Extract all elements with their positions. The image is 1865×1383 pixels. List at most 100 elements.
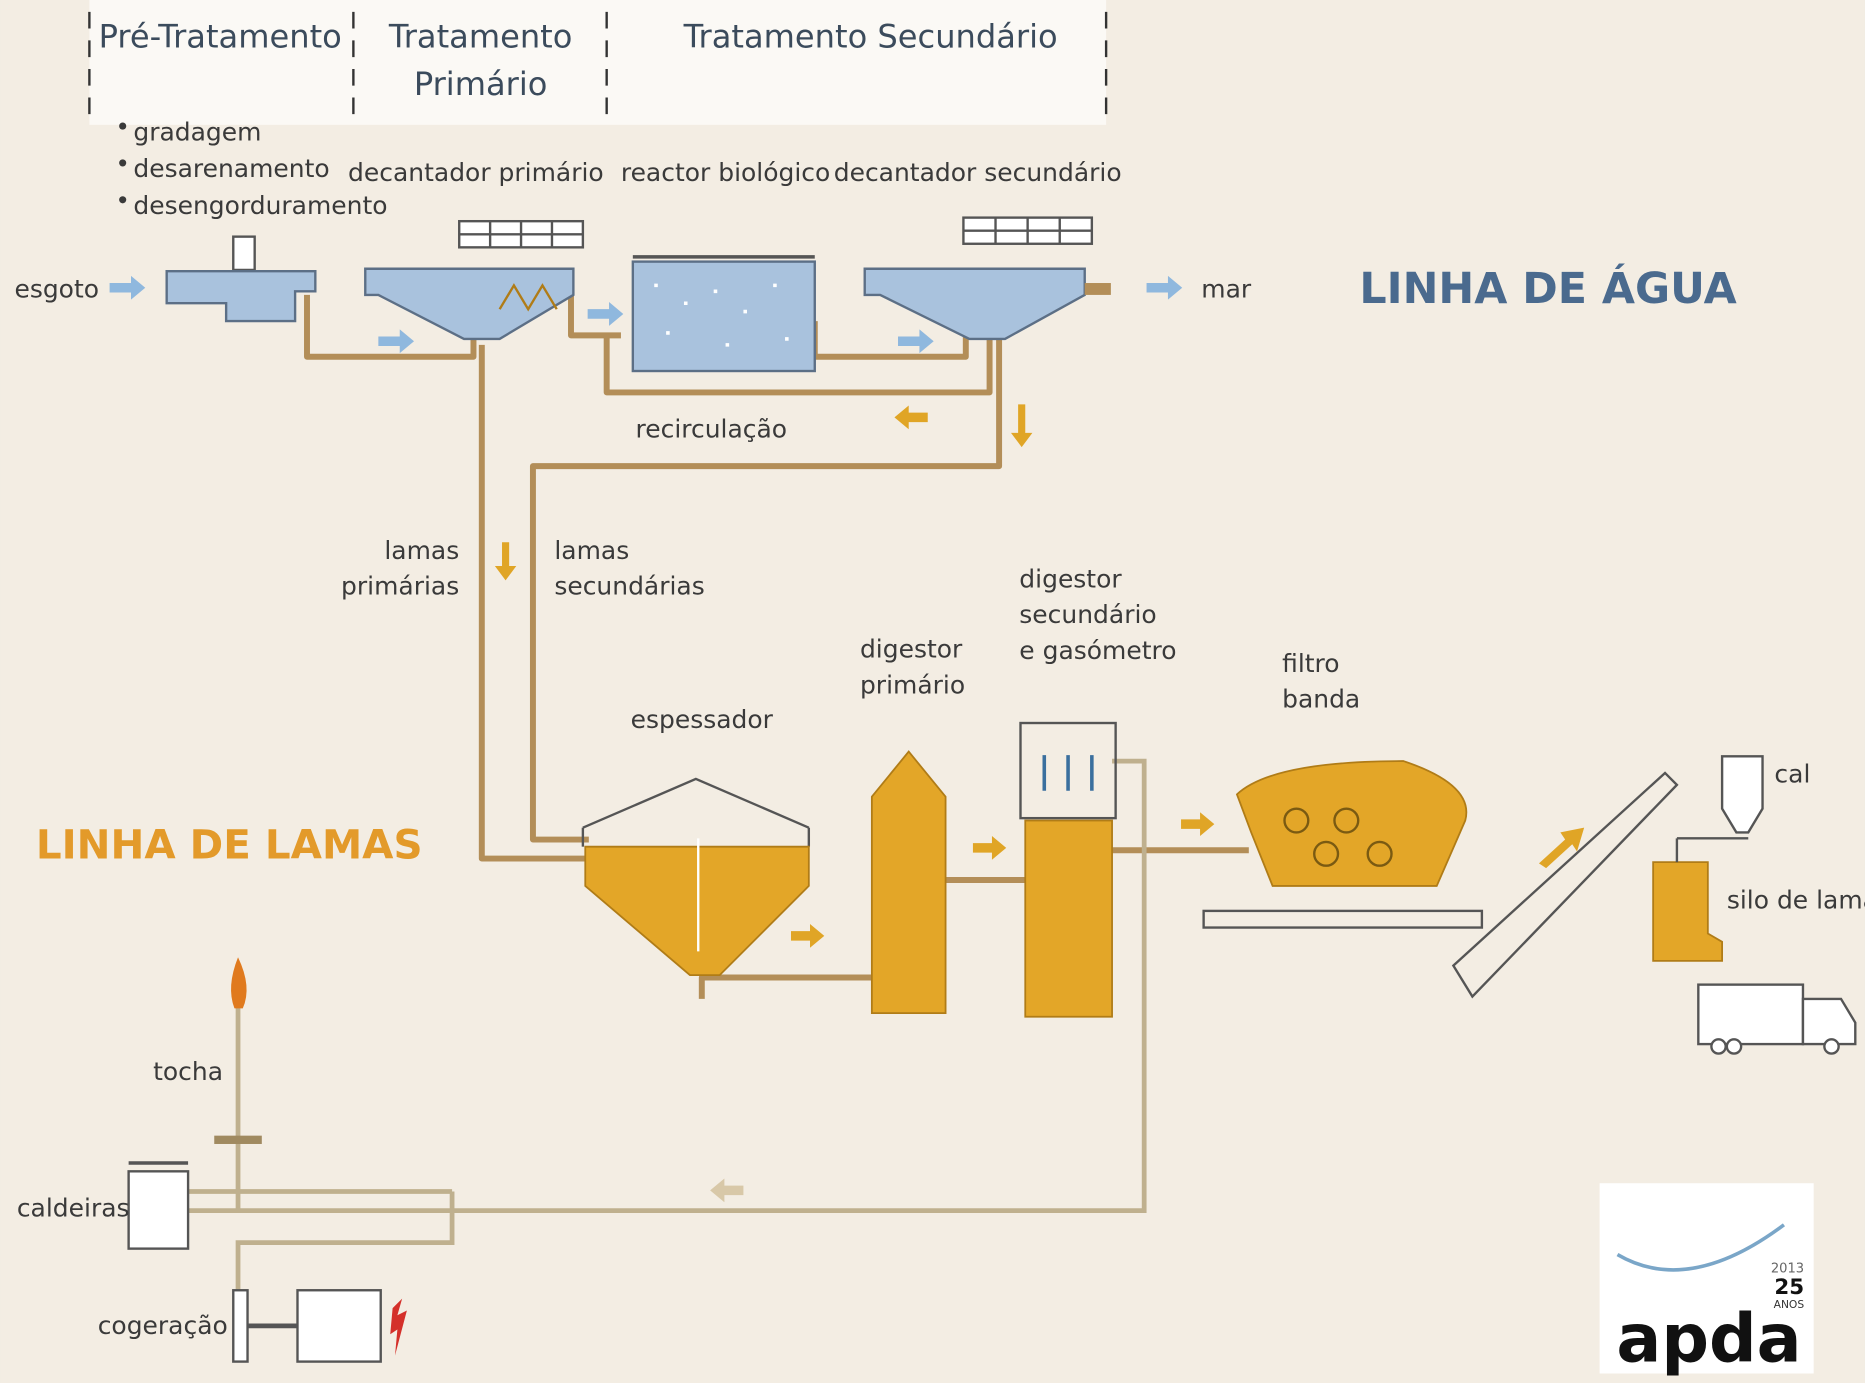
shape-path	[963, 217, 1092, 244]
unit-label: cal	[1774, 759, 1810, 788]
logo-year: 2013	[1771, 1261, 1804, 1276]
shape-path	[1146, 275, 1183, 300]
shape-circle	[1366, 840, 1393, 867]
shape-path	[304, 294, 477, 360]
shape-path	[710, 1178, 744, 1203]
step: gradagem	[133, 117, 261, 146]
shape-path	[1720, 755, 1764, 834]
unit-label: decantador primário	[348, 158, 604, 187]
bullets	[119, 122, 127, 204]
logo-anniversary: 25	[1774, 1275, 1804, 1300]
shape-rect	[1019, 721, 1117, 820]
shape-path	[972, 835, 1007, 860]
shape-path	[1538, 827, 1585, 869]
flow-label: primárias	[341, 572, 459, 601]
shape-path	[1042, 755, 1094, 791]
shape-path	[1675, 837, 1749, 863]
pipes	[188, 294, 1249, 1297]
shape-path	[498, 283, 558, 312]
step: desengorduramento	[133, 191, 387, 220]
shape-circle	[1823, 1038, 1840, 1055]
shape-path	[603, 335, 993, 396]
shape-rect	[232, 1289, 249, 1363]
shape-path	[898, 329, 934, 354]
shape-path	[654, 283, 789, 347]
recirculation-label: recirculação	[636, 415, 788, 444]
water-arrows	[109, 275, 1183, 354]
shape-path	[1652, 861, 1723, 962]
belt-filter	[1202, 760, 1484, 929]
shape-circle	[119, 122, 127, 130]
truck	[1697, 983, 1857, 1055]
bio-reactor	[631, 255, 816, 373]
stage: Tratamento	[388, 18, 573, 56]
shape-circle	[119, 196, 127, 204]
shape-rect	[1024, 819, 1113, 1018]
unit-label: e gasómetro	[1019, 636, 1176, 665]
unit-label: primário	[860, 670, 965, 699]
secondary-digester	[1019, 721, 1117, 1018]
shape-path	[235, 1191, 455, 1297]
step: desarenamento	[133, 154, 329, 183]
flow-label: secundárias	[554, 572, 704, 601]
shape-path	[478, 344, 589, 862]
shape-path	[1451, 771, 1679, 999]
primary-digester	[870, 750, 947, 1015]
unit-label: caldeiras	[17, 1194, 130, 1223]
shape-path	[863, 267, 1086, 341]
shape-circle	[1333, 807, 1360, 834]
shape-path	[109, 275, 146, 300]
shape-rect	[232, 235, 256, 272]
unit-label: filtro	[1282, 649, 1339, 678]
boiler	[127, 1161, 190, 1250]
pretreatment-tank	[165, 235, 317, 323]
shape-path	[188, 758, 1147, 1213]
shape-path	[582, 777, 810, 829]
stage: Pré-Tratamento	[99, 18, 342, 56]
logo-name: apda	[1616, 1300, 1801, 1378]
shape-circle	[1725, 1038, 1743, 1055]
shape-path	[459, 221, 583, 248]
shape-path	[231, 957, 247, 1009]
shape-path	[870, 750, 947, 1015]
shape-circle	[1283, 807, 1310, 834]
unit-label: digestor	[860, 635, 963, 664]
unit-label: reactor biológico	[621, 158, 830, 187]
shape-path	[529, 335, 1003, 843]
flow-label: lamas	[384, 536, 459, 565]
shape-rect	[127, 1170, 190, 1250]
shape-path	[790, 923, 825, 948]
stage: Primário	[414, 65, 548, 103]
lime-silo	[1652, 755, 1764, 962]
shape-path	[1181, 812, 1215, 836]
shape-rect	[296, 1289, 382, 1363]
shape-rect	[631, 260, 816, 373]
output-label: mar	[1201, 274, 1252, 303]
shape-path	[1801, 997, 1857, 1046]
logo-anniversary-unit: ANOS	[1774, 1298, 1805, 1311]
shape-path	[698, 974, 872, 999]
torch	[214, 957, 262, 1144]
shape-path	[390, 1298, 407, 1356]
shape-rect	[1697, 983, 1805, 1046]
shape-path	[587, 302, 624, 326]
shape-path	[1235, 760, 1468, 887]
unit-label: decantador secundário	[834, 158, 1122, 187]
shape-path	[364, 267, 575, 341]
shape-path	[1010, 404, 1033, 448]
shape-path	[494, 542, 517, 581]
shape-rect	[1599, 1183, 1814, 1374]
water-line-title: LINHA DE ÁGUA	[1359, 263, 1736, 314]
shape-rect	[1084, 283, 1111, 295]
unit-label: secundário	[1019, 600, 1156, 629]
stage: Tratamento Secundário	[683, 18, 1058, 56]
unit-label: banda	[1282, 685, 1360, 714]
sludge-arrows	[494, 404, 1585, 1203]
unit-label: cogeração	[98, 1311, 228, 1340]
conveyor	[1451, 771, 1679, 999]
dividers	[88, 11, 1108, 119]
shape-circle	[119, 159, 127, 167]
